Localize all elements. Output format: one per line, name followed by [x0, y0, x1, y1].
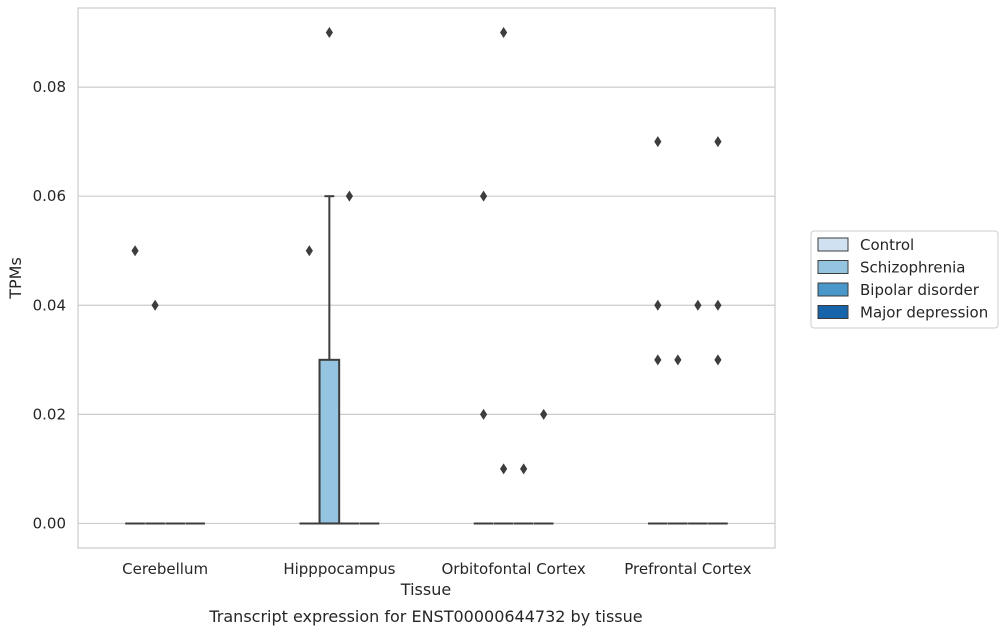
legend-label: Major depression — [860, 304, 988, 322]
legend-label: Bipolar disorder — [860, 281, 980, 299]
box-group — [688, 299, 708, 525]
box-group — [493, 27, 514, 525]
plot-frame — [77, 7, 776, 549]
outlier-point — [694, 299, 702, 311]
box-group — [708, 136, 728, 525]
outlier-point — [714, 354, 722, 366]
legend-swatch — [817, 305, 849, 319]
outlier-point — [674, 354, 682, 366]
chart-caption: Transcript expression for ENST0000064473… — [208, 607, 642, 626]
y-tick-label: 0.06 — [33, 187, 66, 205]
y-tick-label: 0.04 — [33, 296, 66, 314]
outlier-point — [500, 27, 508, 39]
outlier-point — [520, 463, 528, 475]
outlier-point — [654, 354, 662, 366]
outlier-point — [345, 190, 353, 202]
legend-swatch — [817, 260, 849, 274]
legend-swatch — [817, 237, 849, 252]
box-group — [339, 190, 360, 525]
outlier-point — [151, 299, 159, 311]
outlier-point — [540, 408, 548, 420]
box-group — [125, 245, 145, 525]
x-tick-label: Cerebellum — [122, 560, 208, 578]
box-body — [318, 358, 341, 525]
box-group — [647, 136, 668, 525]
outlier-point — [654, 136, 662, 148]
legend-swatch — [817, 282, 849, 297]
box-group — [145, 299, 165, 525]
box-group — [533, 408, 554, 525]
box-group — [318, 27, 341, 525]
outlier-point — [714, 299, 722, 311]
box-series — [125, 27, 728, 525]
outlier-point — [131, 245, 139, 257]
y-tick-label: 0.02 — [33, 405, 66, 423]
y-tick-label: 0.00 — [33, 514, 66, 532]
plot-background — [78, 8, 775, 548]
y-axis-ticks: 0.00 0.02 0.04 0.06 0.08 — [33, 78, 66, 532]
x-axis-ticks: Cerebellum Hipppocampus Orbitofontal Corte… — [122, 560, 751, 578]
box-group — [473, 190, 494, 525]
legend: Control Schizophrenia Bipolar disorder Majo… — [810, 230, 999, 329]
x-tick-label: Hipppocampus — [283, 560, 395, 578]
outlier-point — [479, 408, 488, 420]
outlier-point — [654, 299, 662, 311]
y-tick-label: 0.08 — [33, 78, 66, 96]
x-axis-label: Tissue — [400, 580, 451, 599]
outlier-point — [500, 463, 508, 475]
legend-frame — [810, 230, 999, 329]
legend-label: Schizophrenia — [860, 259, 965, 277]
x-tick-label: Orbitofontal Cortex — [442, 560, 586, 578]
box-group — [668, 354, 688, 525]
x-tick-label: Prefrontal Cortex — [624, 560, 751, 578]
box-group — [513, 463, 534, 525]
legend-label: Control — [860, 236, 914, 254]
outlier-point — [479, 190, 488, 202]
outlier-point — [305, 245, 313, 257]
outlier-point — [714, 136, 722, 148]
y-axis-label: TPMs — [6, 257, 25, 300]
outlier-point — [325, 27, 333, 39]
box-group — [299, 245, 320, 525]
